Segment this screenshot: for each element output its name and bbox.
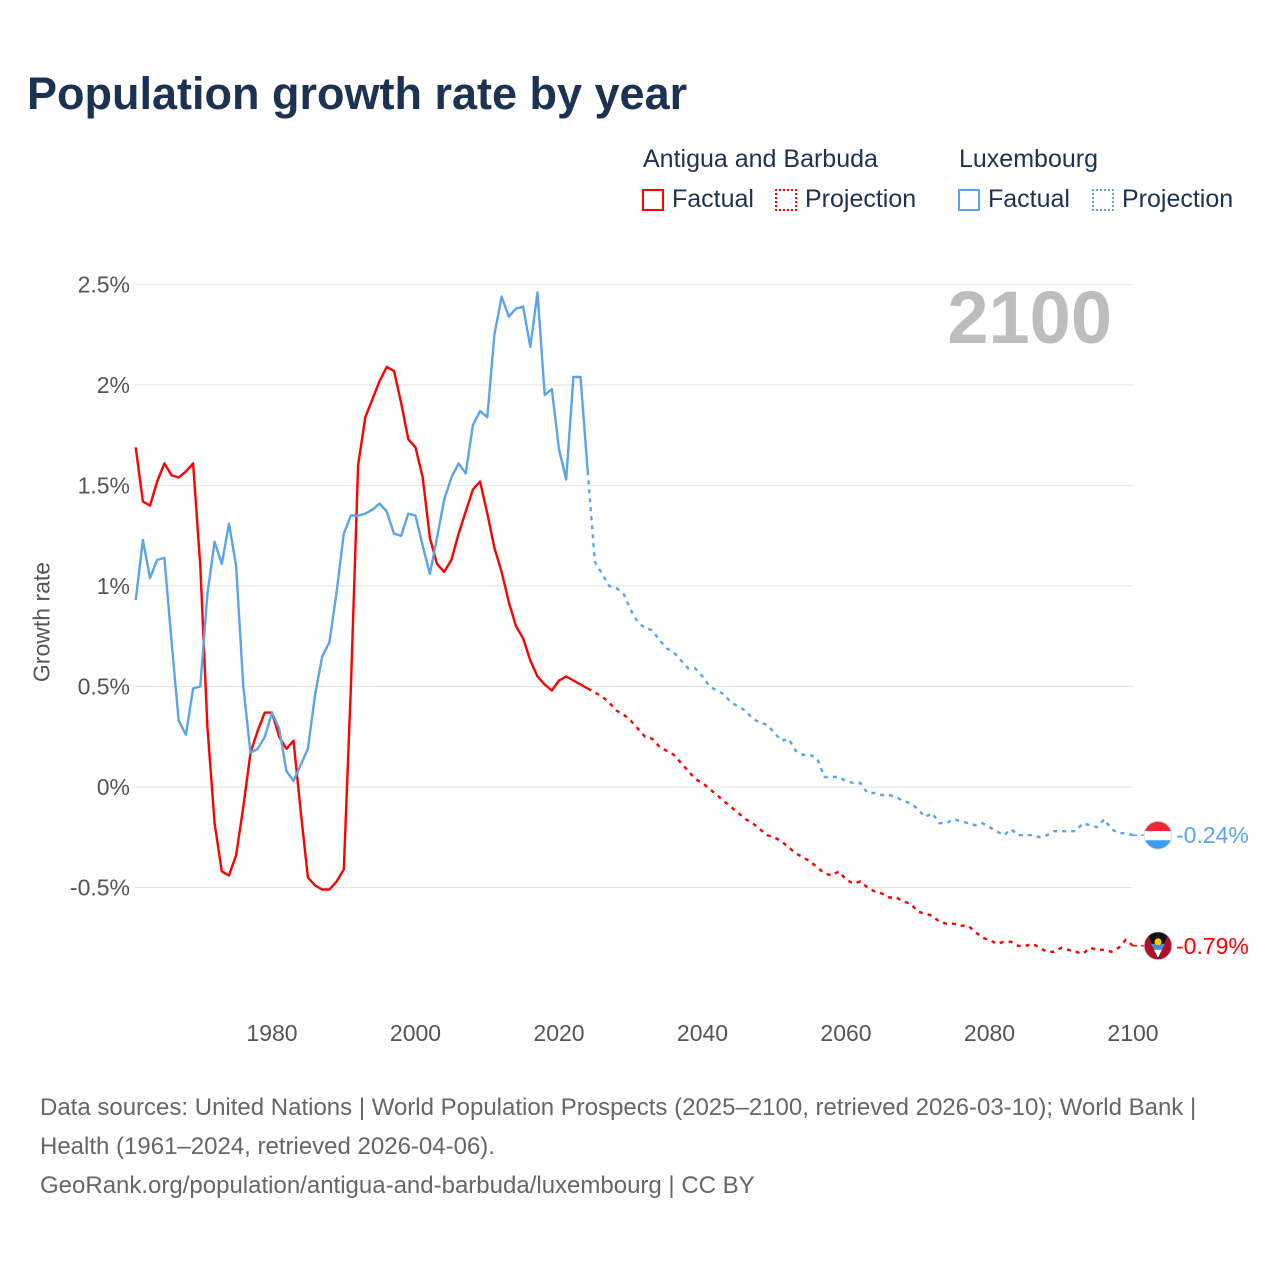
legend-group-luxembourg: Luxembourg [959,145,1098,173]
legend-label: Factual [988,185,1070,213]
end-markers: -0.79% -0.24% [1133,820,1249,961]
legend-label: Factual [672,185,754,213]
current-year-label: 2100 [947,276,1112,359]
legend-antigua-projection[interactable]: Projection [775,185,916,214]
legend-label: Projection [805,185,917,213]
legend-luxembourg-factual[interactable]: Factual [958,185,1070,214]
x-tick-label: 2100 [1107,1020,1158,1046]
gridlines [135,283,1133,889]
series-lines [134,291,1134,956]
luxembourg-factual-line [134,291,589,783]
y-tick-label: 1.5% [78,473,130,499]
legend-group-antigua: Antigua and Barbuda [643,145,878,173]
antigua-and-barbuda-flag-icon [1143,931,1173,961]
y-tick-label: 2% [97,372,130,398]
chart-title: Population growth rate by year [27,68,688,119]
y-tick-label: 0% [97,774,130,800]
luxembourg-flag-icon [1143,820,1173,850]
x-tick-label: 2080 [964,1020,1015,1046]
x-tick-label: 2040 [677,1020,728,1046]
y-tick-label: 1% [97,573,130,599]
legend-swatch-solid [642,188,664,211]
data-sources: Data sources: United Nations | World Pop… [40,1094,1197,1160]
legend-antigua-factual[interactable]: Factual [642,185,754,214]
x-tick-label: 2060 [820,1020,871,1046]
x-axis-ticks: 1980 2000 2020 2040 2060 2080 2100 [246,1020,1158,1046]
luxembourg-projection-line [586,471,1134,839]
legend-luxembourg-projection[interactable]: Projection [1092,185,1233,214]
footer: Data sources: United Nations | World Pop… [40,1088,1240,1205]
antigua-and-barbuda-projection-line [587,687,1134,956]
legend-swatch-dotted [1092,188,1114,211]
y-axis-ticks: -0.5% 0% 0.5% 1% 1.5% 2% 2.5% [70,272,130,901]
antigua-and-barbuda-factual-line [134,365,589,891]
legend-swatch-dotted [775,188,797,211]
y-tick-label: 2.5% [78,272,130,298]
y-tick-label: -0.5% [70,875,130,901]
x-tick-label: 1980 [246,1020,297,1046]
antigua-and-barbuda-end-value: -0.79% [1176,933,1249,959]
legend-swatch-solid [958,188,980,211]
x-tick-label: 2020 [533,1020,584,1046]
x-tick-label: 2000 [390,1020,441,1046]
legend-label: Projection [1122,185,1234,213]
attribution-link[interactable]: GeoRank.org/population/antigua-and-barbu… [40,1172,755,1199]
luxembourg-end-value: -0.24% [1176,822,1249,848]
y-tick-label: 0.5% [78,674,130,700]
